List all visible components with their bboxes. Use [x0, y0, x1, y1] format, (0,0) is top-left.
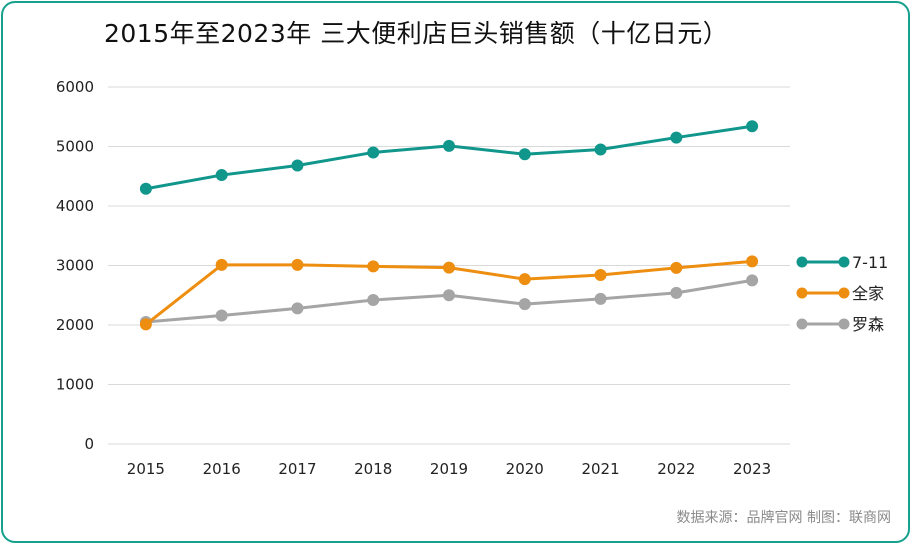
data-point — [215, 309, 228, 322]
chart-title: 2015年至2023年 三大便利店巨头销售额（十亿日元） — [104, 19, 729, 48]
legend-swatch-dot — [796, 256, 808, 268]
legend-item: 全家 — [796, 284, 884, 303]
data-point — [367, 294, 380, 307]
data-point — [746, 255, 759, 268]
x-tick-label: 2021 — [581, 460, 619, 478]
legend-label: 全家 — [852, 284, 884, 303]
series-line — [145, 124, 753, 191]
data-point — [594, 269, 607, 282]
legend-swatch-dot — [838, 287, 850, 299]
legend-swatch-dot — [796, 318, 808, 330]
data-point — [291, 258, 304, 271]
y-tick-label: 3000 — [56, 257, 94, 275]
x-tick-label: 2022 — [657, 460, 695, 478]
data-point — [215, 169, 228, 182]
x-tick-label: 2016 — [203, 460, 241, 478]
data-point — [215, 258, 228, 271]
x-tick-label: 2020 — [506, 460, 544, 478]
data-point — [518, 148, 531, 161]
data-point — [291, 302, 304, 315]
data-point — [367, 146, 380, 159]
legend-label: 7-11 — [852, 253, 888, 272]
source-note: 数据来源：品牌官网 制图：联商网 — [676, 510, 891, 526]
data-point — [746, 274, 759, 287]
data-point — [594, 143, 607, 156]
data-point — [367, 260, 380, 273]
y-tick-label: 2000 — [56, 316, 94, 334]
series-lines — [139, 120, 759, 331]
data-point — [443, 139, 455, 152]
data-point — [443, 261, 455, 274]
y-tick-label: 5000 — [56, 138, 94, 156]
legend-item: 7-11 — [796, 253, 888, 272]
data-point — [443, 289, 455, 302]
legend-swatch-dot — [838, 256, 850, 268]
data-point — [670, 286, 683, 299]
data-point — [139, 318, 152, 331]
x-tick-label: 2023 — [733, 460, 771, 478]
data-point — [594, 292, 607, 305]
data-point — [670, 261, 683, 274]
y-tick-label: 6000 — [56, 78, 94, 96]
data-point — [518, 273, 531, 286]
x-tick-label: 2017 — [278, 460, 316, 478]
x-tick-label: 2019 — [430, 460, 468, 478]
y-tick-label: 0 — [84, 435, 94, 453]
data-point — [746, 120, 759, 133]
y-tick-label: 4000 — [56, 197, 94, 215]
legend-swatch-dot — [838, 318, 850, 330]
x-tick-label: 2018 — [354, 460, 392, 478]
data-point — [670, 131, 683, 144]
legend-label: 罗森 — [852, 315, 884, 334]
data-point — [291, 159, 304, 172]
legend-swatch-dot — [796, 287, 808, 299]
legend-item: 罗森 — [796, 315, 884, 334]
y-axis-ticks: 0 1000 2000 3000 4000 5000 6000 — [56, 78, 94, 453]
y-tick-label: 1000 — [56, 376, 94, 394]
data-point — [139, 182, 152, 195]
x-axis-ticks: 2015 2016 2017 2018 2019 2020 2021 2022 2023 — [127, 460, 771, 478]
x-tick-label: 2015 — [127, 460, 165, 478]
data-point — [518, 298, 531, 311]
